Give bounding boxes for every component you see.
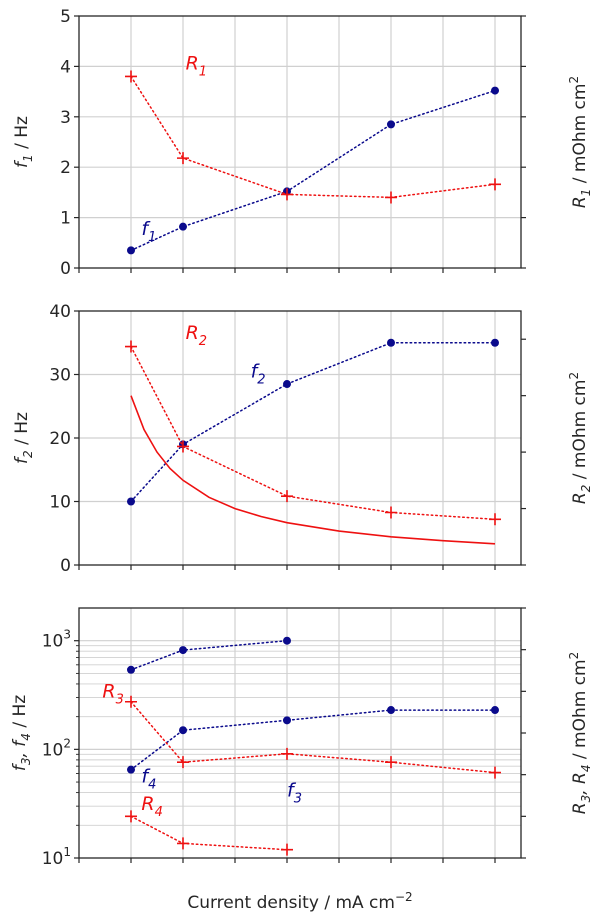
data-point xyxy=(177,440,189,453)
left-tick-label: 0 xyxy=(60,556,71,576)
grid xyxy=(79,311,521,565)
left-axis-label: f3, f4 / Hz xyxy=(10,695,33,771)
grid xyxy=(79,16,521,268)
data-point xyxy=(283,380,291,389)
data-point xyxy=(281,843,293,856)
series-label: R3 xyxy=(102,681,123,708)
left-tick-label: 4 xyxy=(60,57,71,77)
left-tick-label: 20 xyxy=(49,429,71,449)
panel-b: 0 10 20 30 40 f2 / Hz R2 / mOhm cm2 f2 R2 xyxy=(12,302,593,576)
data-point xyxy=(127,246,135,255)
series-r2: R2 xyxy=(125,322,501,526)
left-tick-label: 1 xyxy=(60,209,71,229)
data-point xyxy=(177,152,189,165)
data-point xyxy=(125,340,137,353)
series-label: R1 xyxy=(186,52,207,79)
data-point xyxy=(177,837,189,850)
series-r3: R3 xyxy=(102,681,501,779)
left-tick-label: 10 xyxy=(49,493,71,513)
series-r1: R1 xyxy=(125,52,501,204)
series-line xyxy=(130,342,496,503)
series-label: f4 xyxy=(141,766,156,793)
data-point xyxy=(179,646,187,655)
data-point xyxy=(127,765,135,774)
data-point xyxy=(281,490,293,503)
data-point xyxy=(489,513,501,526)
data-point xyxy=(281,188,293,201)
right-axis-label: R2 / mOhm cm2 xyxy=(567,372,593,504)
left-tick-label: 3 xyxy=(60,108,71,128)
right-axis-label: R3, R4 / mOhm cm2 xyxy=(567,652,593,814)
right-axis-label: R1 / mOhm cm2 xyxy=(567,76,593,208)
data-point xyxy=(179,222,187,231)
series-label: f3 xyxy=(287,779,302,806)
data-point xyxy=(491,338,499,347)
grid xyxy=(79,608,521,858)
series-line xyxy=(130,709,496,771)
left-tick-label: 5 xyxy=(60,7,71,27)
data-point xyxy=(177,756,189,769)
left-tick-label: 102 xyxy=(42,736,71,760)
left-tick-label: 30 xyxy=(49,366,71,386)
x-axis-label: Current density / mA cm−2 xyxy=(187,890,412,913)
data-point xyxy=(281,747,293,760)
data-point xyxy=(387,120,395,129)
left-tick-label: 2 xyxy=(60,158,71,178)
series-label: R4 xyxy=(141,793,162,820)
panel-c: 101 102 103 f3, f4 / Hz R3, R4 / mOhm cm2 f4 f… xyxy=(10,607,593,869)
series-line xyxy=(130,345,496,521)
plot-frame xyxy=(78,15,522,269)
data-point xyxy=(125,810,137,823)
data-point xyxy=(385,506,397,519)
series-line xyxy=(130,815,288,851)
series-fit-curve xyxy=(130,395,496,545)
left-tick-label: 103 xyxy=(42,628,71,652)
left-tick-label: 40 xyxy=(49,302,71,322)
data-point xyxy=(283,636,291,645)
series-label: f2 xyxy=(251,361,266,388)
series-line xyxy=(130,639,288,671)
data-point xyxy=(127,497,135,506)
series-label: f1 xyxy=(141,218,156,245)
left-tick-label: 0 xyxy=(60,259,71,279)
series-label: R2 xyxy=(186,322,207,349)
series-f3: f3 xyxy=(127,706,499,806)
data-point xyxy=(125,695,137,708)
data-point xyxy=(385,191,397,204)
left-tick-label: 101 xyxy=(42,845,71,869)
data-point xyxy=(489,178,501,191)
series-line xyxy=(130,395,496,545)
data-point xyxy=(387,706,395,715)
data-point xyxy=(283,716,291,725)
panel-a: 0 1 2 3 4 5 f1 / Hz R1 / mOhm cm2 f1 R1 xyxy=(12,7,593,279)
series-r4: R4 xyxy=(125,793,293,856)
data-point xyxy=(387,338,395,347)
series-f4: f4 xyxy=(127,636,291,793)
left-axis-label: f1 / Hz xyxy=(12,116,35,168)
data-point xyxy=(385,756,397,769)
series-line xyxy=(130,75,496,199)
data-point xyxy=(489,766,501,779)
data-point xyxy=(127,665,135,674)
data-point xyxy=(491,706,499,715)
data-point xyxy=(491,86,499,95)
data-point xyxy=(125,70,137,83)
left-axis-label: f2 / Hz xyxy=(12,412,35,464)
data-point xyxy=(179,726,187,735)
